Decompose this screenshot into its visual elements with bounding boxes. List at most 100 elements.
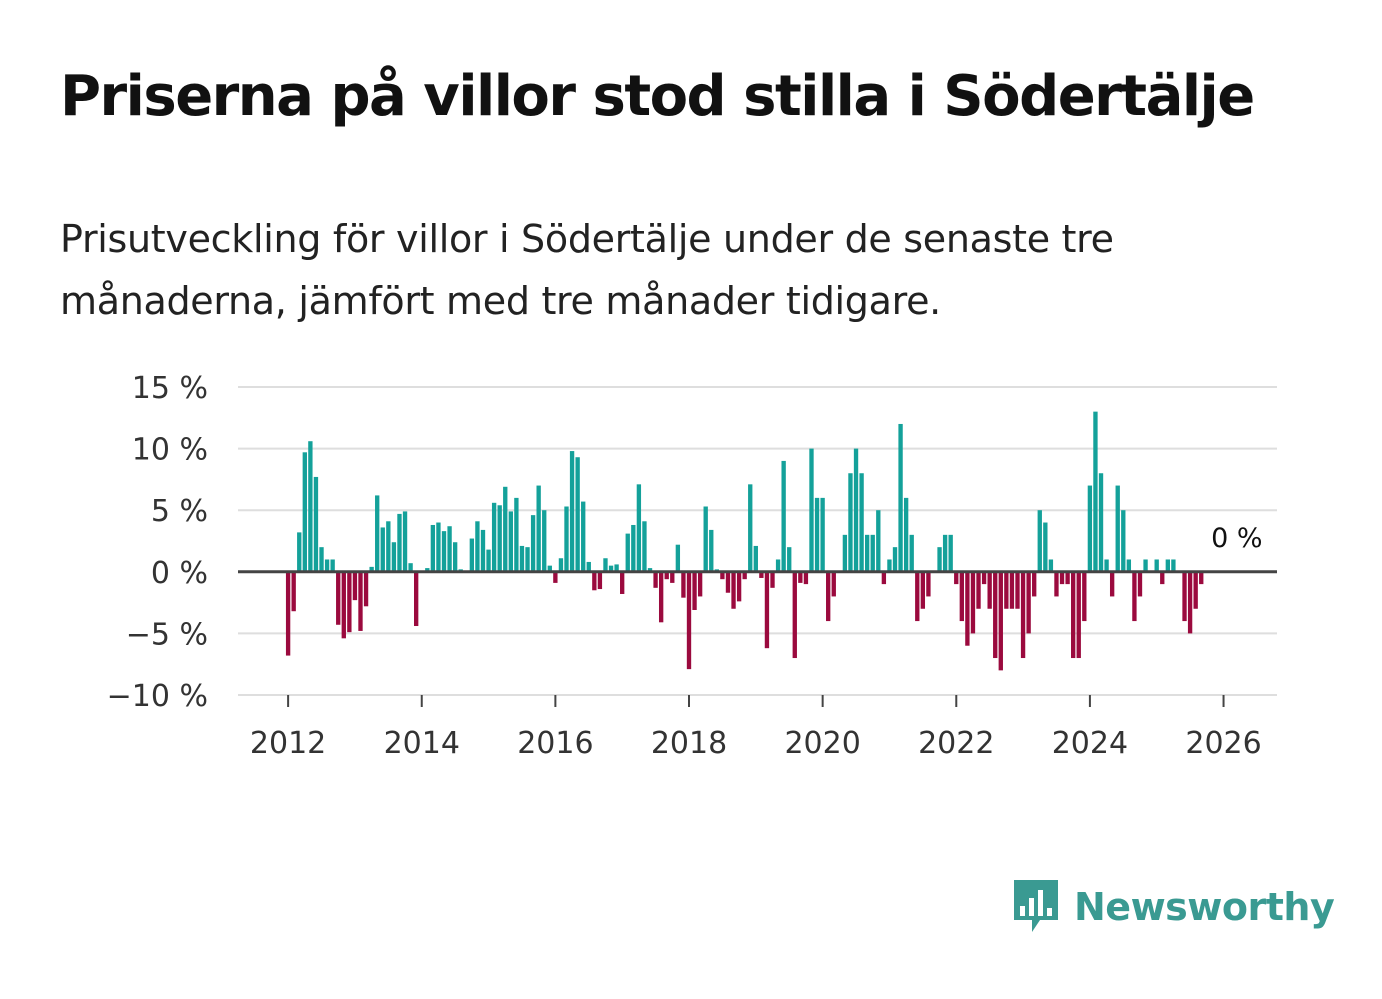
bar [770, 571, 775, 588]
bar [636, 484, 642, 572]
bar [564, 506, 569, 572]
bar [675, 544, 681, 572]
y-tick-label: −10 % [107, 679, 208, 714]
y-tick-label: −5 % [126, 617, 208, 652]
bar [642, 521, 647, 572]
bar [1193, 571, 1198, 609]
bar [709, 529, 714, 572]
x-tick-label: 2020 [784, 726, 860, 761]
bar [358, 571, 363, 631]
bar [1093, 411, 1098, 572]
bar [569, 451, 575, 572]
bar [792, 571, 797, 659]
bar [881, 571, 887, 585]
bar [731, 571, 736, 609]
bar [1059, 571, 1065, 585]
bar [414, 571, 419, 627]
bar [976, 571, 981, 609]
bar [336, 571, 341, 625]
bar [324, 559, 330, 572]
x-tick-label: 2024 [1052, 726, 1128, 761]
bar [1137, 571, 1143, 597]
bar [842, 534, 848, 572]
bar [503, 486, 508, 572]
bar [614, 564, 619, 572]
bar [1071, 571, 1076, 659]
bar [1182, 571, 1187, 622]
bar [575, 457, 580, 572]
bar [291, 571, 296, 612]
bar-chart-speech-bubble-icon [1014, 880, 1058, 932]
bar [876, 510, 881, 572]
bar [1115, 485, 1120, 572]
bar [475, 521, 480, 572]
bar [954, 571, 959, 585]
bar [597, 571, 603, 590]
bar [1009, 571, 1015, 609]
bar [653, 571, 658, 588]
bar [491, 502, 497, 572]
y-tick-label: 15 % [132, 371, 208, 406]
bar-chart: 15 % 10 % 5 % 0 % −5 % −10 % 2012 2014 2016 2018… [107, 371, 1277, 761]
bar [1160, 571, 1165, 585]
bar [736, 571, 742, 602]
bar [942, 534, 948, 572]
bar [970, 571, 976, 634]
bar [363, 571, 369, 607]
y-axis: 15 % 10 % 5 % 0 % −5 % −10 % [107, 371, 208, 714]
bar [347, 571, 352, 633]
bar [525, 547, 530, 572]
bar [558, 558, 564, 572]
bar [608, 565, 614, 572]
bar [375, 495, 380, 572]
bar [380, 527, 385, 572]
bar [1032, 571, 1037, 597]
bar [1037, 510, 1042, 572]
bar [1143, 559, 1148, 572]
bar [285, 571, 291, 656]
bar [1109, 571, 1115, 597]
bar [542, 510, 547, 572]
bar [436, 522, 441, 572]
bar [1126, 559, 1132, 572]
bar [547, 565, 552, 572]
bar [430, 524, 436, 572]
bar [581, 501, 586, 572]
bar [497, 505, 502, 572]
bar [386, 521, 391, 572]
bar [402, 511, 408, 572]
bar [937, 547, 942, 572]
bar [447, 526, 452, 572]
bar [909, 534, 914, 572]
bar [831, 571, 836, 597]
page-subtitle: Prisutveckling för villor i Södertälje u… [60, 217, 1114, 323]
y-tick-label: 10 % [132, 433, 208, 468]
bar [514, 497, 519, 572]
x-tick-label: 2022 [918, 726, 994, 761]
bar [1065, 571, 1070, 585]
bar [486, 549, 491, 572]
bar [1048, 559, 1054, 572]
bar [519, 545, 525, 572]
x-tick-label: 2018 [651, 726, 727, 761]
bar [1171, 559, 1176, 572]
bar [681, 571, 686, 598]
bar [670, 571, 675, 583]
bar [1015, 571, 1020, 609]
bar [1026, 571, 1031, 634]
bar [408, 563, 413, 572]
bar [352, 571, 358, 601]
bar [1054, 571, 1059, 597]
bar [692, 571, 697, 610]
bar [1020, 571, 1026, 659]
bar [1004, 571, 1009, 609]
bar [798, 571, 803, 583]
bar [748, 484, 753, 572]
bar [965, 571, 970, 646]
bar [742, 571, 747, 580]
bar [998, 571, 1003, 671]
bar [425, 568, 430, 572]
bar [781, 460, 786, 572]
bar [536, 485, 541, 572]
bar [920, 571, 926, 609]
